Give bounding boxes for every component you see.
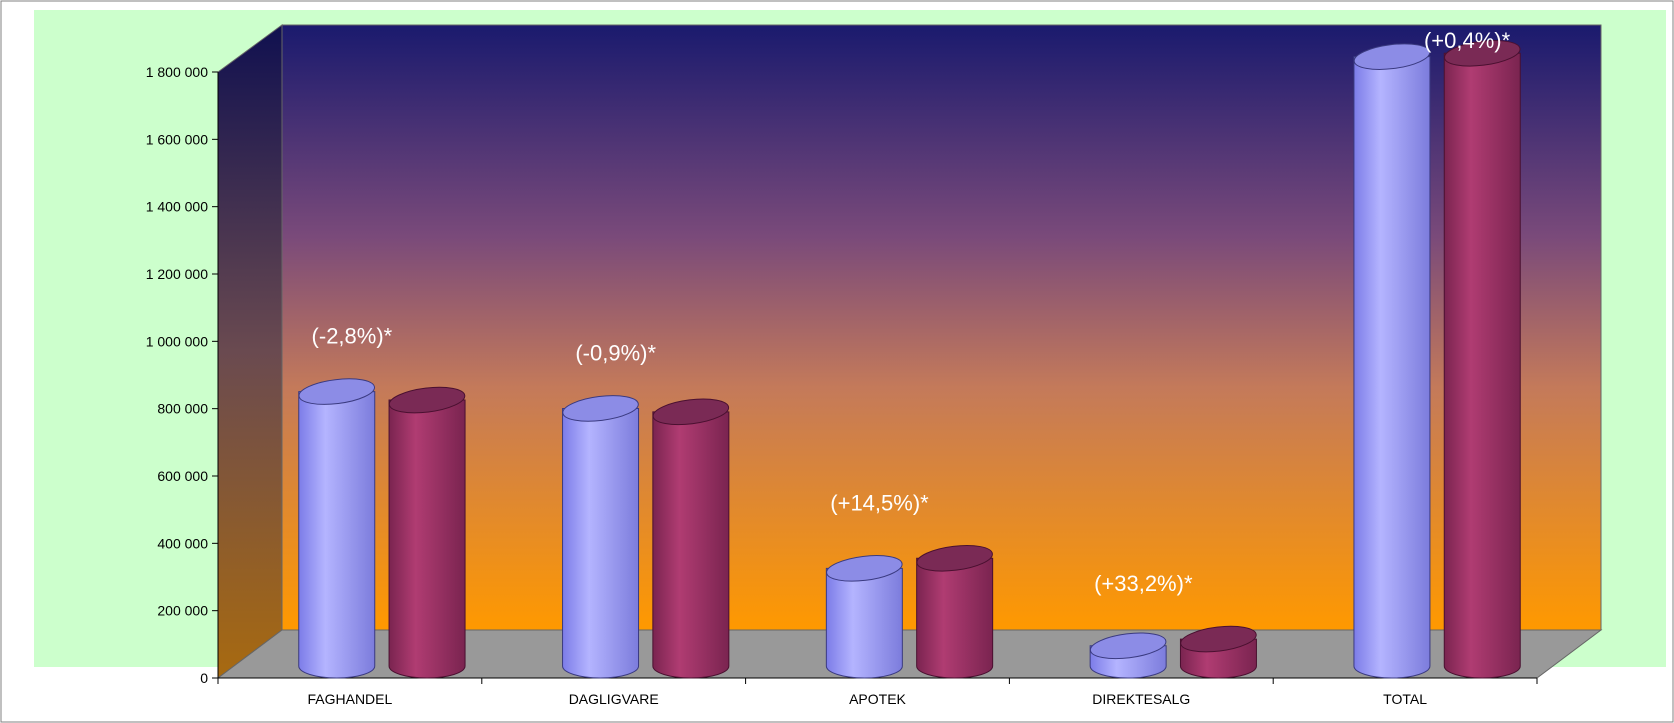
bar-top [1353, 43, 1431, 70]
x-ticks [217, 678, 1538, 684]
bar-top [298, 378, 375, 405]
y-tick-label: 400 000 [157, 535, 208, 551]
bar-body [1443, 52, 1521, 679]
bar-body [562, 407, 640, 679]
change-annotation: (-2,8%)* [312, 324, 393, 349]
bar-top [826, 555, 903, 582]
change-annotation: (+33,2%)* [1094, 571, 1193, 596]
y-tick-label: 1 400 000 [146, 199, 208, 215]
change-annotation: (-0,9%)* [575, 340, 656, 365]
bar-top [1180, 625, 1257, 653]
bar-top [562, 395, 639, 422]
side-wall [217, 24, 283, 679]
bar [1443, 39, 1521, 679]
category-label: TOTAL [1383, 691, 1427, 707]
bar-body [916, 557, 994, 679]
bar-body [1353, 56, 1431, 679]
bar [652, 398, 730, 679]
change-annotation: (+14,5%)* [830, 490, 929, 515]
bar [1179, 625, 1257, 679]
bar [298, 378, 376, 679]
category-label: DAGLIGVARE [569, 691, 659, 707]
category-labels: FAGHANDEL DAGLIGVARE APOTEK DIREKTESALG TOTA… [307, 691, 1427, 707]
bar-body [652, 411, 730, 679]
bar [916, 544, 994, 679]
y-tick-label: 1 000 000 [146, 333, 208, 349]
annotations: (-2,8%)* (-0,9%)* (+14,5%)* (+33,2%)* (+0,4%… [312, 28, 1511, 596]
category-label: APOTEK [849, 691, 906, 707]
bar-top [1444, 39, 1521, 67]
change-annotation: (+0,4%)* [1424, 28, 1511, 53]
bar [388, 386, 466, 679]
y-tick-label: 1 600 000 [146, 131, 208, 147]
bar-top [652, 398, 730, 426]
y-tick-label: 1 800 000 [146, 64, 208, 80]
bar [562, 395, 640, 679]
bars [298, 39, 1521, 679]
bar-top [388, 386, 466, 414]
bar-body [825, 567, 903, 679]
bar [1089, 632, 1167, 679]
bar-top [1089, 632, 1167, 660]
bar-body [298, 391, 376, 679]
bar-body [388, 399, 466, 679]
category-label: DIREKTESALG [1092, 691, 1190, 707]
y-tick-label: 1 200 000 [146, 266, 208, 282]
y-tick-label: 0 [200, 670, 208, 686]
y-tick-label: 600 000 [157, 468, 208, 484]
bar-top [916, 544, 993, 572]
bar [825, 555, 903, 679]
y-ticks: 0 200 000 400 000 600 000 800 000 1 000 000 1 … [146, 64, 218, 686]
y-tick-label: 800 000 [157, 401, 208, 417]
category-label: FAGHANDEL [307, 691, 392, 707]
bar [1353, 43, 1431, 679]
y-tick-label: 200 000 [157, 603, 208, 619]
